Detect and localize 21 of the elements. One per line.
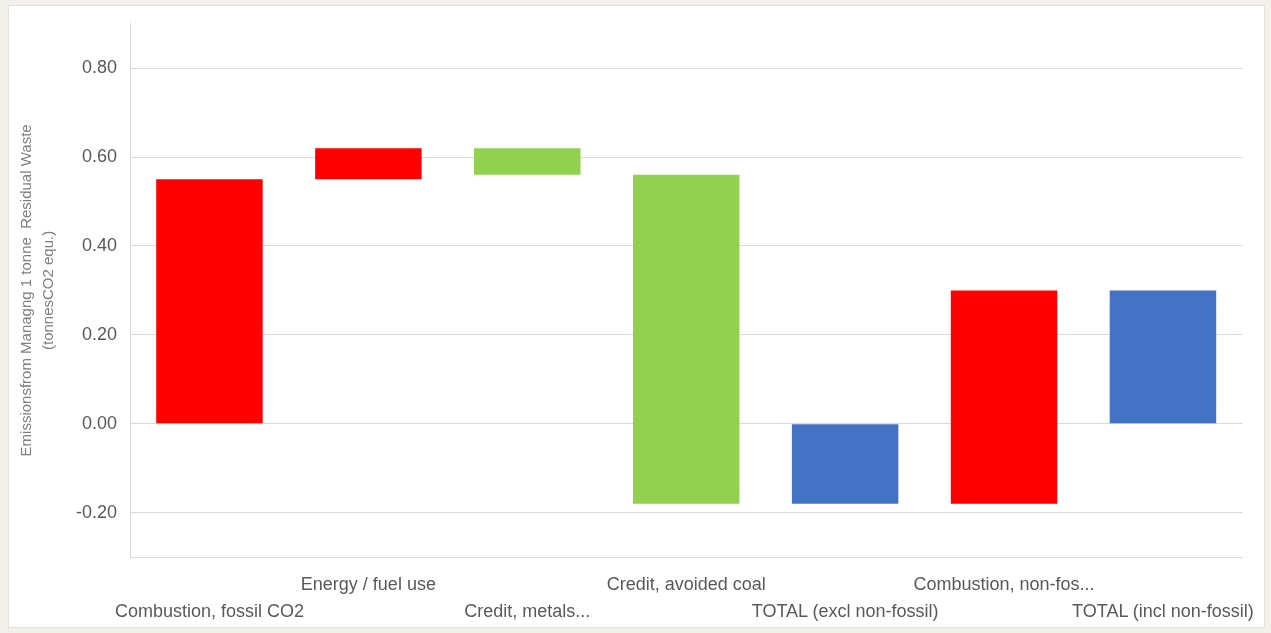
y-tick-label: -0.20: [75, 501, 117, 522]
bar: [950, 290, 1058, 504]
bar: [156, 179, 263, 424]
x-tick-label: TOTAL (incl non-fossil): [1072, 601, 1254, 622]
bar: [315, 148, 422, 180]
x-tick-label: Combustion, fossil CO2: [114, 601, 304, 622]
y-axis-title: Emissionsfrom Managng 1 tonne Residual Waste (tonnesCO2 equ.): [17, 124, 56, 457]
x-tick-label: Credit, avoided coal: [606, 574, 766, 595]
x-tick-label: Combustion, non-fos...: [913, 574, 1095, 595]
x-tick-label: Energy / fuel use: [300, 574, 436, 595]
bar: [474, 148, 581, 175]
y-tick-label: 0.00: [81, 412, 117, 433]
x-tick-label: TOTAL (excl non-fossil): [751, 601, 939, 622]
x-tick-label: Credit, metals...: [464, 601, 591, 622]
y-tick-label: 0.80: [81, 57, 117, 78]
y-tick-label: 0.60: [81, 146, 117, 167]
bar: [791, 424, 899, 504]
bar: [1109, 290, 1217, 424]
y-tick-label: 0.20: [81, 323, 117, 344]
y-tick-label: 0.40: [81, 234, 117, 255]
bar: [632, 174, 740, 504]
